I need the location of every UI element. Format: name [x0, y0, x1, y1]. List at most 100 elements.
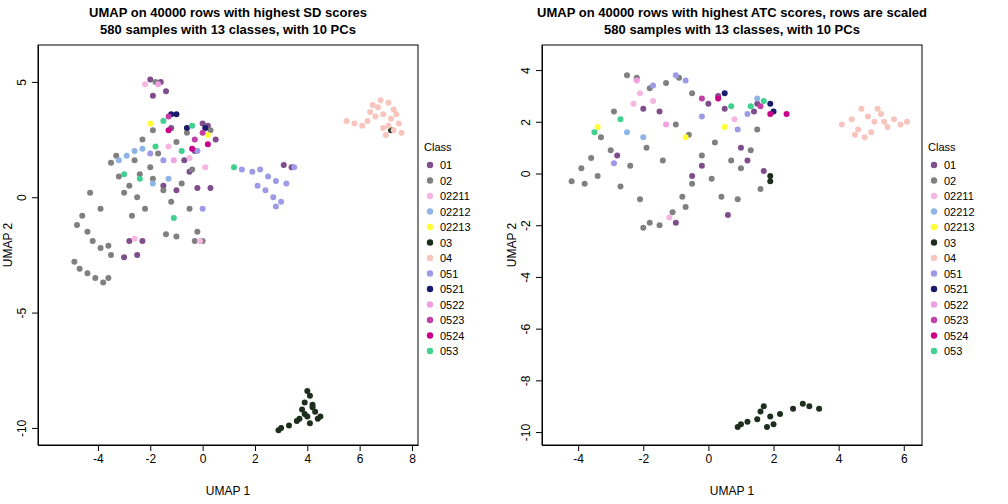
point [898, 121, 904, 127]
point [108, 160, 114, 166]
point [839, 121, 845, 127]
point [718, 194, 724, 200]
point [644, 145, 650, 151]
x-tick: 4 [836, 445, 843, 466]
y-tick-mark [32, 313, 38, 314]
point [588, 155, 594, 161]
legend-label: 03 [440, 237, 452, 249]
point [187, 206, 193, 212]
panel: UMAP on 40000 rows with highest ATC scor… [505, 5, 975, 498]
point [90, 238, 96, 244]
point [591, 129, 597, 135]
point [179, 148, 185, 154]
point [163, 231, 169, 237]
point [722, 90, 728, 96]
point [699, 114, 705, 120]
y-tick: -2 [519, 220, 542, 231]
x-tick: -2 [145, 445, 156, 466]
point [816, 406, 822, 412]
point [767, 101, 773, 107]
point [142, 81, 148, 87]
y-tick: -8 [519, 375, 542, 386]
point [627, 163, 633, 169]
x-tick-label: 6 [357, 452, 364, 466]
legend-entry: 0521 [427, 283, 465, 295]
x-tick: 4 [304, 445, 311, 466]
legend-marker [931, 239, 937, 245]
legend-marker [931, 255, 937, 261]
x-tick: -2 [638, 445, 649, 466]
point [598, 134, 604, 140]
y-tick: -6 [519, 323, 542, 334]
y-tick-mark [536, 380, 542, 381]
x-tick-mark [307, 445, 308, 451]
y-tick-mark [536, 70, 542, 71]
point [192, 137, 198, 143]
legend-entry: 03 [427, 237, 452, 249]
point [134, 194, 140, 200]
point [744, 419, 750, 425]
point [378, 97, 384, 103]
title: UMAP on 40000 rows with highest ATC scor… [537, 5, 927, 20]
legend-title: Class [928, 141, 956, 153]
point [634, 77, 640, 83]
x-tick: 2 [252, 445, 259, 466]
point [380, 111, 386, 117]
point [881, 119, 887, 125]
point [617, 183, 623, 189]
legend-entry: 02212 [931, 206, 975, 218]
y-tick-label: 4 [519, 67, 533, 74]
legend-entry: 01 [931, 159, 956, 171]
point [767, 111, 773, 117]
point [624, 72, 630, 78]
point [276, 427, 282, 433]
point [640, 134, 646, 140]
point [679, 194, 685, 200]
legend-label: 01 [440, 159, 452, 171]
x-tick-label: 0 [200, 452, 207, 466]
point [630, 101, 636, 107]
y-tick-label: 0 [15, 194, 29, 201]
point [77, 266, 83, 272]
legend-entry: 0521 [931, 283, 969, 295]
point [108, 252, 114, 258]
point [147, 150, 153, 156]
point [904, 119, 910, 125]
x-axis-line [39, 445, 419, 446]
point [748, 147, 754, 153]
legend-label: 04 [440, 252, 452, 264]
y-tick-mark [536, 225, 542, 226]
y-tick: -10 [15, 419, 38, 437]
point [278, 199, 284, 205]
x-tick-mark [839, 445, 840, 451]
legend-entry: 0523 [427, 314, 465, 326]
point [160, 118, 166, 124]
point [359, 123, 365, 129]
point [722, 124, 728, 130]
point [858, 106, 864, 112]
legend-label: 053 [440, 345, 458, 357]
point [871, 119, 877, 125]
point [868, 129, 874, 135]
x-tick-mark [578, 445, 579, 451]
point [878, 111, 884, 117]
legend-marker [427, 301, 433, 307]
point [699, 96, 705, 102]
point [767, 414, 773, 420]
point [738, 145, 744, 151]
point [132, 157, 138, 163]
y-tick-mark [32, 428, 38, 429]
point [189, 167, 195, 173]
point [134, 252, 140, 258]
legend-entry: 0522 [931, 299, 969, 311]
legend-marker [931, 162, 937, 168]
legend-entry: 0524 [931, 330, 969, 342]
point [624, 129, 630, 135]
point [735, 196, 741, 202]
point [862, 134, 868, 140]
y-tick-label: -10 [15, 419, 29, 437]
point [849, 116, 855, 122]
point [784, 111, 790, 117]
legend-marker [931, 286, 937, 292]
point [200, 130, 206, 136]
